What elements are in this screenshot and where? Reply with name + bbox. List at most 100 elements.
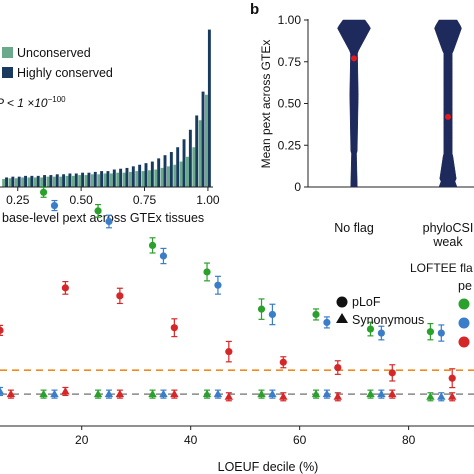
scatter-point-plof [448, 374, 456, 382]
scatter-point-plof [366, 325, 375, 333]
histogram-bar-unconserved [27, 177, 31, 187]
histogram-bar-unconserved [160, 167, 164, 187]
violin-median-no-flag [351, 55, 357, 62]
scatter-point-synonymous [388, 389, 397, 398]
histogram-x-axis-label: base-level pext across GTEx tissues [2, 211, 204, 225]
scatter-point-plof [61, 284, 69, 292]
histogram-bar-highly-conserved [81, 172, 85, 187]
legend-label-synonymous: Synonymous [352, 313, 424, 327]
histogram-bar-unconserved [71, 175, 75, 187]
histogram-bar-highly-conserved [195, 115, 199, 187]
pext-legend-swatch [458, 317, 470, 329]
violin-body-phylocsi [434, 19, 462, 188]
histogram-bar-highly-conserved [144, 163, 148, 187]
histogram-bar-highly-conserved [169, 152, 173, 187]
scatter-point-plof [323, 318, 331, 327]
pext-legend-swatch [458, 336, 470, 348]
histogram-bar-unconserved [116, 172, 120, 187]
violin-panel: b Mean pext across GTEx 0 0.25 0.50 0.75 1.0… [250, 1, 474, 275]
scatter-point-synonymous [377, 389, 386, 398]
histogram-bar-highly-conserved [201, 91, 205, 187]
scatter-point-synonymous [6, 389, 16, 398]
scatter-point-plof [50, 201, 59, 210]
scatter-point-synonymous [333, 392, 342, 400]
violin-category-label-weak: weak [432, 235, 463, 249]
violin-y-tick-label: 0.50 [278, 97, 302, 111]
histogram-bar-unconserved [52, 176, 56, 187]
histogram-bar-unconserved [135, 171, 139, 187]
histogram-bar-highly-conserved [125, 167, 129, 187]
scatter-point-plof [0, 326, 4, 334]
histogram-bar-unconserved [192, 147, 196, 187]
histogram-bar-highly-conserved [55, 174, 59, 187]
histogram-bar-highly-conserved [49, 175, 53, 187]
scatter-x-ticks: 20 40 60 80 [75, 426, 416, 447]
pext-legend [458, 298, 470, 348]
scatter-point-plof [203, 268, 211, 276]
scatter-point-synonymous [311, 389, 321, 398]
histogram-bar-unconserved [154, 169, 158, 187]
histogram-bar-unconserved [122, 172, 126, 187]
scatter-x-tick-label: 60 [293, 433, 307, 447]
scatter-point-synonymous [448, 392, 457, 400]
histogram-bar-highly-conserved [17, 176, 21, 187]
scatter-point-plof [170, 324, 178, 332]
histogram-x-tick-label: 0.50 [69, 193, 93, 207]
scatter-point-plof [257, 305, 266, 313]
scatter-reference-lines [0, 369, 474, 395]
scatter-point-plof [279, 358, 287, 366]
histogram-bar-unconserved [14, 178, 18, 187]
histogram-bar-highly-conserved [138, 164, 142, 187]
legend-shape-synonymous [336, 313, 348, 323]
histogram-bar-highly-conserved [43, 175, 47, 187]
histogram-bar-highly-conserved [100, 171, 104, 187]
histogram-bar-highly-conserved [106, 171, 110, 187]
histogram-bar-unconserved [90, 174, 94, 187]
violin-y-tick-label: 0.75 [278, 55, 302, 69]
violin-median-phylocsi [445, 113, 451, 120]
violin-category-label-no-flag: No flag [334, 221, 374, 235]
legend-shape-plof [336, 296, 348, 308]
histogram-bar-unconserved [59, 176, 63, 187]
scatter-point-synonymous [0, 386, 5, 395]
scatter-point-synonymous [39, 389, 48, 398]
panel-label-b: b [250, 1, 259, 18]
scatter-point-synonymous [93, 389, 103, 398]
scatter-point-plof [388, 369, 396, 377]
histogram-bar-unconserved [179, 161, 183, 187]
scatter-point-plof [94, 207, 102, 215]
histogram-bar-highly-conserved [131, 166, 135, 187]
histogram-bar-highly-conserved [30, 175, 34, 187]
scatter-x-axis-label: LOEUF decile (%) [218, 460, 319, 474]
histogram-bar-highly-conserved [182, 139, 186, 187]
histogram-bar-unconserved [21, 177, 25, 187]
histogram-bar-unconserved [147, 170, 151, 187]
scatter-point-synonymous [268, 389, 277, 398]
scatter-point-synonymous [322, 389, 332, 398]
legend-label-highly-conserved: Highly conserved [17, 66, 113, 80]
scatter-point-plof [225, 348, 233, 356]
scatter-point-plof [268, 310, 277, 319]
scatter-point-synonymous [115, 389, 125, 398]
scatter-point-synonymous [366, 389, 375, 398]
histogram-bar-highly-conserved [62, 174, 66, 187]
violin-body-no-flag [337, 19, 371, 188]
violin-category-label-phylocsi: phyloCSI [423, 221, 474, 235]
histogram-bar-highly-conserved [119, 168, 123, 187]
scatter-point-synonymous [202, 389, 212, 398]
scatter-point-synonymous [257, 389, 266, 398]
histogram-bar-unconserved [173, 164, 177, 187]
scatter-point-synonymous [104, 389, 114, 398]
histogram-x-tick-label: 0.25 [6, 193, 30, 207]
histogram-panel: 0.25 0.50 0.75 1.00 base-level pext across … [0, 29, 220, 225]
scatter-point-plof [214, 281, 222, 289]
histogram-x-tick-label: 0.75 [133, 193, 157, 207]
scatter-panel: 20 40 60 80 LOEUF decile (%) pLoF Synonymou… [0, 186, 474, 474]
legend-label-plof: pLoF [352, 295, 381, 309]
histogram-x-tick-label: 1.00 [196, 193, 220, 207]
scatter-point-synonymous [50, 389, 59, 398]
histogram-bar-highly-conserved [87, 172, 91, 187]
scatter-point-synonymous [426, 392, 435, 400]
scatter-point-synonymous [213, 389, 223, 398]
p-value-text: P < 1 ×10 [0, 96, 48, 110]
